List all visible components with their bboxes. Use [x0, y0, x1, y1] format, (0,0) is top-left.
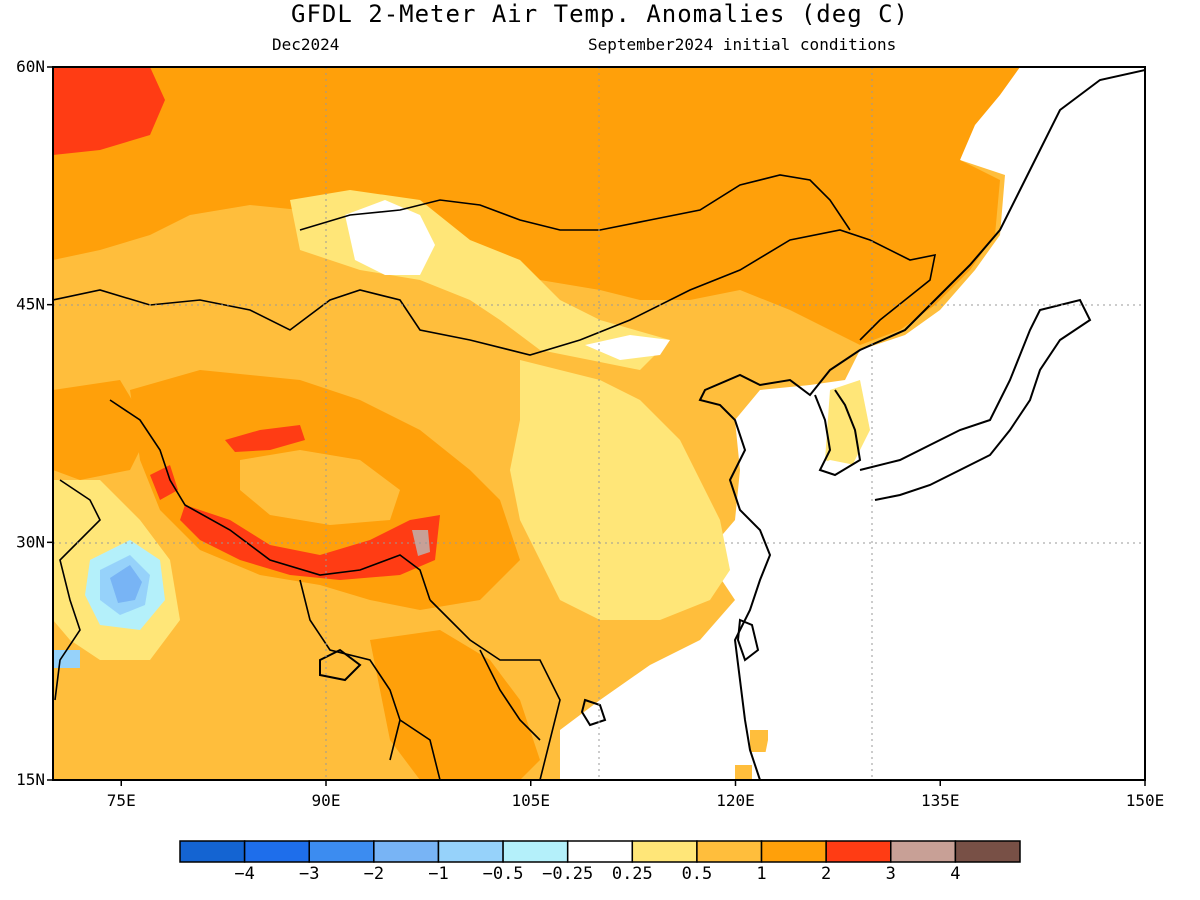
- colorbar-swatch: [566, 840, 634, 863]
- lon-tick-label: 75E: [107, 791, 136, 810]
- colorbar-swatch: [308, 840, 375, 863]
- ocean-mask: [735, 67, 1145, 780]
- anomaly-region-neutral-mongolia: [345, 200, 435, 275]
- anomaly-field: [53, 67, 1145, 780]
- colorbar-swatch: [243, 840, 310, 863]
- coastlines: [319, 69, 1145, 780]
- colorbar-swatch: [437, 840, 504, 863]
- colorbar-swatch: [825, 840, 892, 863]
- anomaly-region-0.5-1-plateau: [240, 450, 400, 525]
- colorbar-swatch: [954, 840, 1021, 863]
- colorbar-label: −4: [234, 864, 254, 884]
- anomaly-region-1-2-north: [53, 67, 1020, 345]
- lat-tick-label: 60N: [16, 57, 45, 76]
- lon-tick-label: 135E: [921, 791, 960, 810]
- lon-tick-label: 105E: [511, 791, 550, 810]
- anomaly-region-cool-3: [110, 565, 142, 603]
- anomaly-region-0.25-0.5-china: [510, 360, 730, 620]
- lon-tick-label: 150E: [1126, 791, 1165, 810]
- gridlines: [53, 67, 1145, 780]
- anomaly-region-neutral-gobi: [585, 335, 670, 360]
- colorbar-swatch: [502, 840, 569, 863]
- lon-tick-label: 90E: [312, 791, 341, 810]
- anomaly-region-2-3-kunlun: [225, 425, 305, 452]
- lat-tick-label: 30N: [16, 532, 45, 551]
- country-borders: [53, 174, 937, 780]
- colorbar-swatch: [373, 840, 440, 863]
- anomaly-region-1-2-indochina: [370, 630, 540, 780]
- colorbar-label: 3: [886, 864, 896, 884]
- colorbar-label: 0.25: [612, 864, 653, 884]
- colorbar-label: 1: [756, 864, 766, 884]
- lat-tick-label: 45N: [16, 295, 45, 314]
- colorbar-label: −0.5: [483, 864, 524, 884]
- anomaly-region-taiwan: [750, 730, 768, 752]
- map-frame: [52, 66, 1146, 781]
- map-title: GFDL 2-Meter Air Temp. Anomalies (deg C): [291, 0, 909, 28]
- colorbar-label: −3: [299, 864, 319, 884]
- colorbar-swatch: [760, 840, 827, 863]
- valid-month-label: Dec2024: [272, 35, 340, 54]
- ocean-mask-north: [1030, 67, 1145, 290]
- colorbar-swatch: [179, 840, 246, 863]
- colorbar-label: 4: [950, 864, 960, 884]
- colorbar-label: 2: [821, 864, 831, 884]
- lat-tick-label: 15N: [16, 770, 45, 789]
- anomaly-region-2-3-himalaya: [180, 505, 440, 580]
- colorbar-label: −0.25: [542, 864, 593, 884]
- colorbar-label: 0.5: [682, 864, 713, 884]
- anomaly-region-hainan: [735, 765, 752, 780]
- colorbar-label: −1: [428, 864, 448, 884]
- axis-layer: 60N 45N 30N 15N 75E 90E 105E 120E 135E 150E: [16, 57, 1164, 810]
- anomaly-region-cool-4: [53, 650, 80, 668]
- anomaly-region-2-3-northwest: [53, 67, 165, 155]
- colorbar-label: −2: [364, 864, 384, 884]
- colorbar-swatch: [631, 840, 698, 863]
- colorbar: −4 −3 −2 −1 −0.5 −0.25 0.25 0.5 1 2 3 4: [179, 840, 1021, 884]
- initial-conditions-label: September2024 initial conditions: [588, 35, 897, 54]
- colorbar-swatch: [890, 840, 957, 863]
- lon-tick-label: 120E: [716, 791, 755, 810]
- anomaly-region-1-2-west: [53, 380, 150, 480]
- anomaly-region-2-3-karakoram: [150, 465, 178, 500]
- colorbar-swatch: [696, 840, 763, 863]
